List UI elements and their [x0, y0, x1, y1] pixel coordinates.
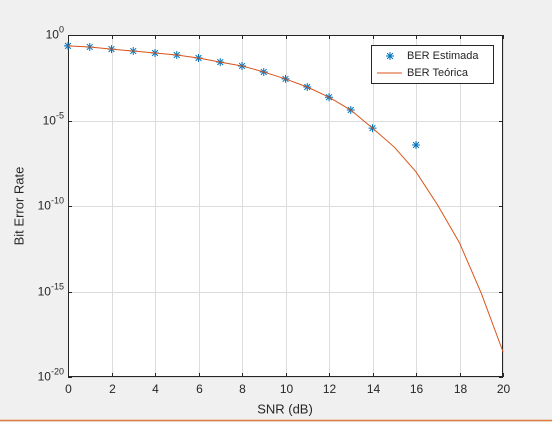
x-tick-label: 6 [196, 382, 203, 396]
x-axis-label: SNR (dB) [257, 401, 313, 416]
y-axis-label: Bit Error Rate [11, 167, 26, 246]
x-tick-label: 20 [497, 382, 511, 396]
x-tick-label: 16 [410, 382, 424, 396]
x-tick-label: 0 [65, 382, 72, 396]
series-line [67, 45, 504, 352]
x-tick-label: 10 [280, 382, 294, 396]
legend-marker [386, 52, 394, 60]
axes-box [68, 35, 503, 377]
x-tick-label: 14 [367, 382, 381, 396]
x-tick-label: 12 [323, 382, 337, 396]
x-tick-label: 8 [239, 382, 246, 396]
legend-box [371, 45, 494, 84]
marker [412, 140, 420, 149]
x-tick-label: 18 [454, 382, 468, 396]
legend-label: BER Teórica [407, 67, 469, 79]
legend-label: BER Estimada [407, 50, 479, 62]
x-tick-label: 2 [109, 382, 116, 396]
x-tick-label: 4 [152, 382, 159, 396]
